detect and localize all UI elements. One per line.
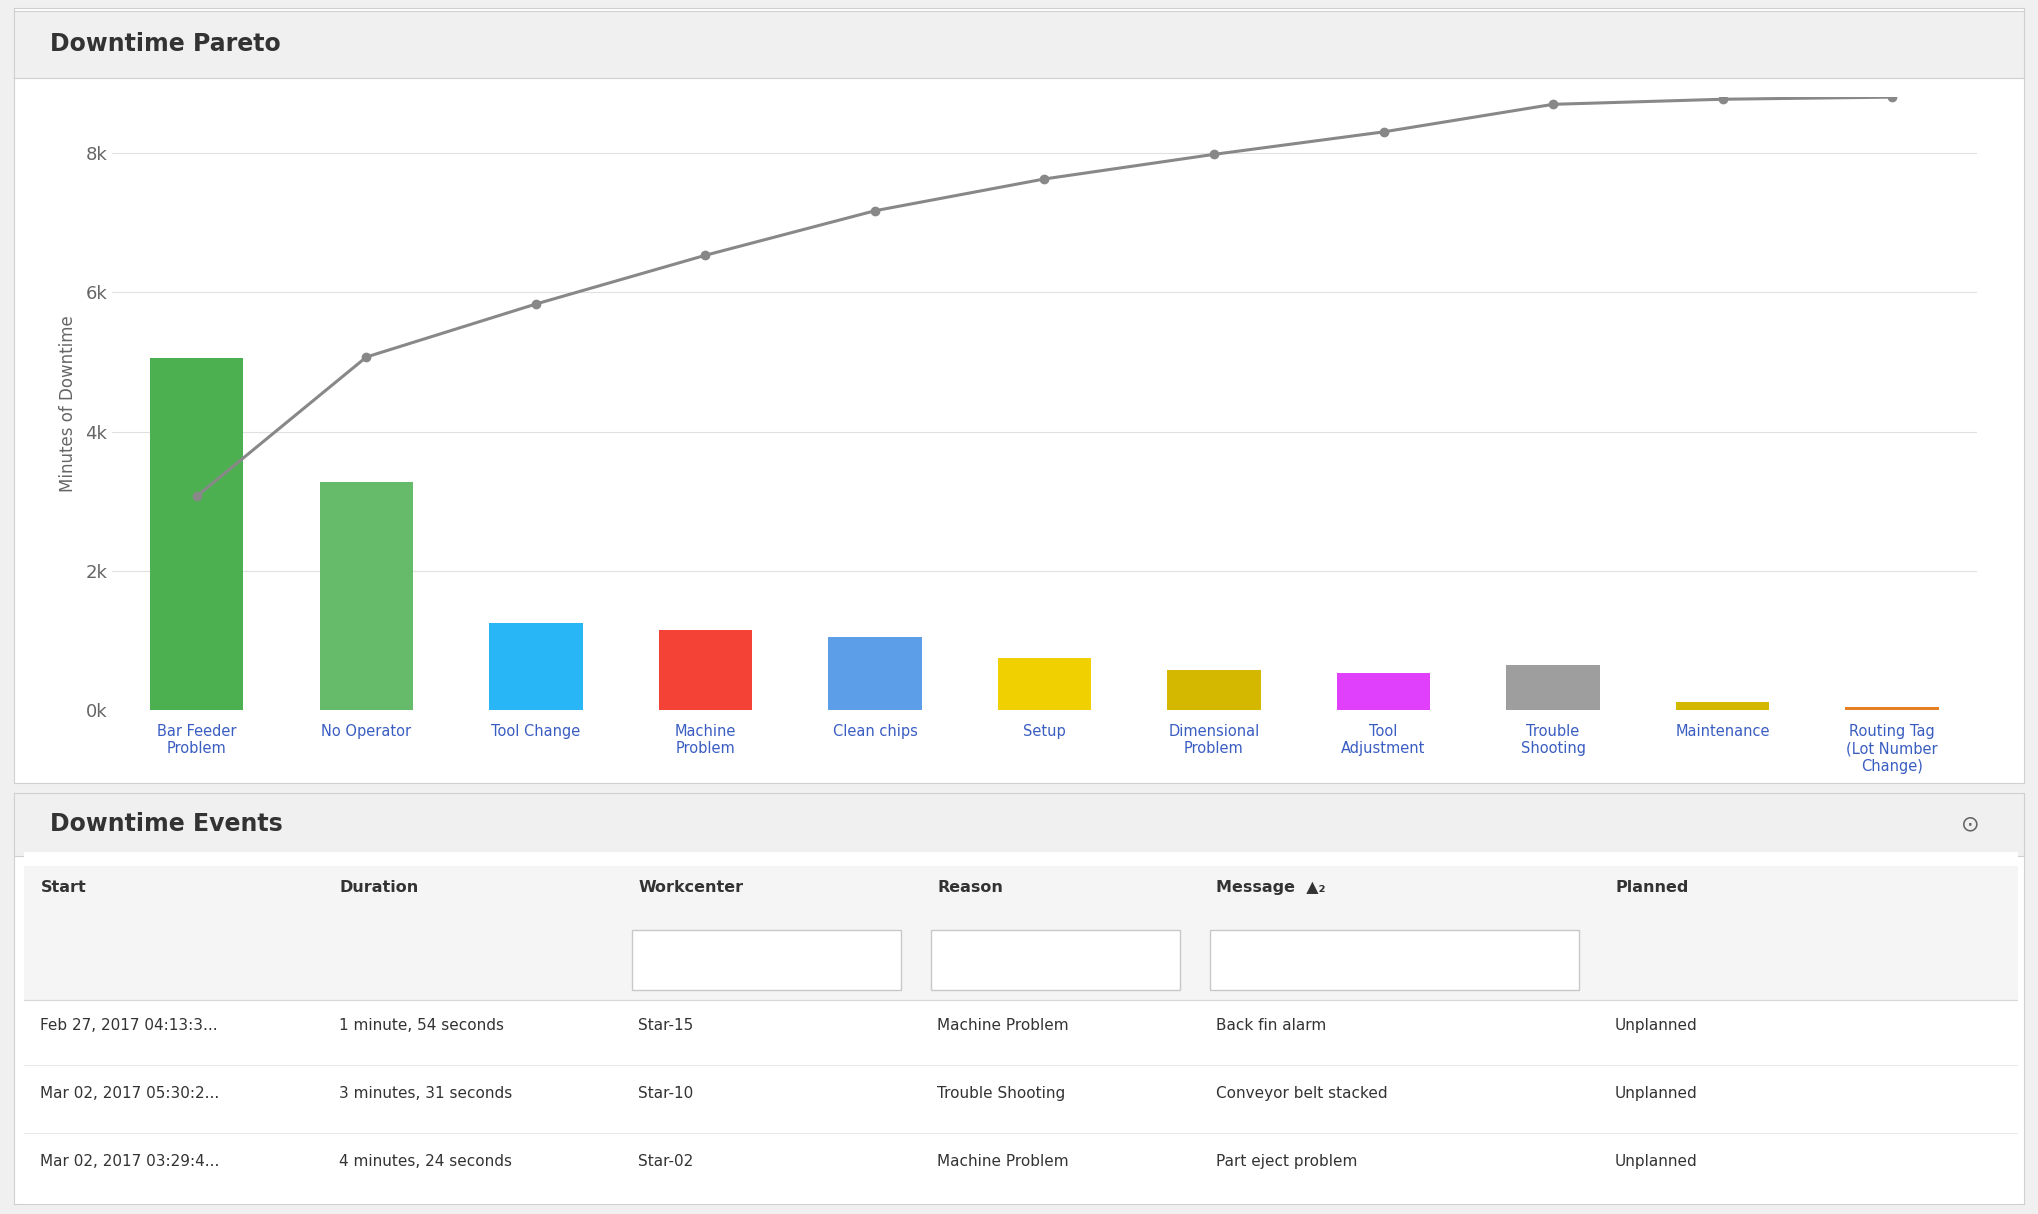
Text: Unplanned: Unplanned xyxy=(1614,1017,1698,1033)
Bar xyxy=(1675,702,1769,710)
Bar xyxy=(658,630,752,710)
Text: Workcenter: Workcenter xyxy=(638,880,744,896)
Bar xyxy=(632,930,901,989)
Bar xyxy=(24,867,2018,1000)
Text: Unplanned: Unplanned xyxy=(1614,1153,1698,1169)
Text: Part eject problem: Part eject problem xyxy=(1217,1153,1357,1169)
Text: Mar 02, 2017 05:30:2...: Mar 02, 2017 05:30:2... xyxy=(41,1085,220,1101)
Bar xyxy=(1506,665,1600,710)
Text: Machine Problem: Machine Problem xyxy=(937,1017,1070,1033)
Text: Machine Problem: Machine Problem xyxy=(937,1153,1070,1169)
Text: Feb 27, 2017 04:13:3...: Feb 27, 2017 04:13:3... xyxy=(41,1017,218,1033)
Bar xyxy=(1846,707,1938,710)
Text: 1 minute, 54 seconds: 1 minute, 54 seconds xyxy=(340,1017,503,1033)
Bar xyxy=(320,482,414,710)
Text: Unplanned: Unplanned xyxy=(1614,1085,1698,1101)
Text: ⊙: ⊙ xyxy=(1961,815,1979,834)
Text: 3 minutes, 31 seconds: 3 minutes, 31 seconds xyxy=(340,1085,514,1101)
Text: Conveyor belt stacked: Conveyor belt stacked xyxy=(1217,1085,1388,1101)
Text: Star-02: Star-02 xyxy=(638,1153,693,1169)
Bar xyxy=(931,930,1180,989)
Y-axis label: Minutes of Downtime: Minutes of Downtime xyxy=(59,316,77,492)
Text: Reason: Reason xyxy=(937,880,1003,896)
Bar xyxy=(827,637,921,710)
Text: Downtime Pareto: Downtime Pareto xyxy=(51,33,281,56)
Text: Planned: Planned xyxy=(1614,880,1687,896)
Text: Duration: Duration xyxy=(340,880,418,896)
Text: Start: Start xyxy=(41,880,86,896)
Bar xyxy=(1211,930,1579,989)
Text: Message  ▲₂: Message ▲₂ xyxy=(1217,880,1327,896)
Bar xyxy=(1168,670,1262,710)
Text: Back fin alarm: Back fin alarm xyxy=(1217,1017,1327,1033)
Text: Trouble Shooting: Trouble Shooting xyxy=(937,1085,1066,1101)
Text: 4 minutes, 24 seconds: 4 minutes, 24 seconds xyxy=(340,1153,512,1169)
Bar xyxy=(151,358,243,710)
Bar xyxy=(1337,674,1431,710)
Text: Star-15: Star-15 xyxy=(638,1017,693,1033)
Text: Mar 02, 2017 03:29:4...: Mar 02, 2017 03:29:4... xyxy=(41,1153,220,1169)
Bar xyxy=(489,623,583,710)
Text: Star-10: Star-10 xyxy=(638,1085,693,1101)
Text: Downtime Events: Downtime Events xyxy=(51,812,283,836)
Bar xyxy=(999,658,1090,710)
